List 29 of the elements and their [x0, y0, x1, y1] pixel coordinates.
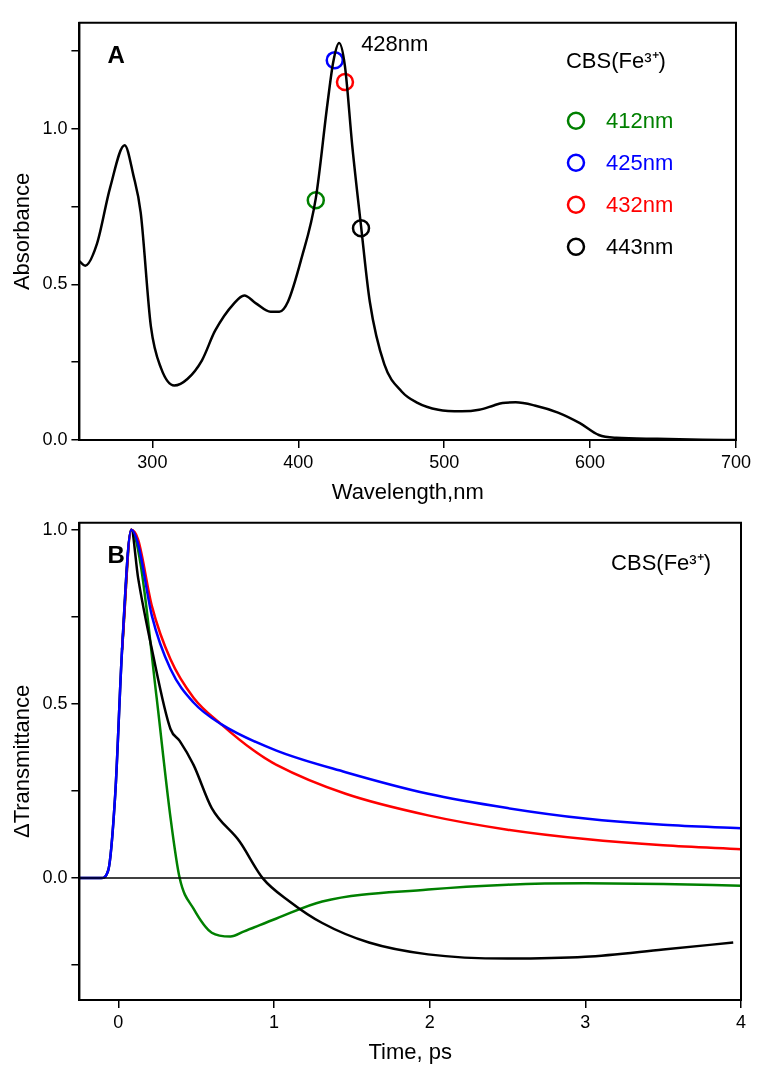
legend-label: 412nm [605, 107, 674, 133]
x-tick-label: 2 [424, 1011, 435, 1032]
x-tick-label: 300 [137, 451, 168, 472]
y-tick-label: 1.0 [42, 117, 68, 138]
x-axis-title: Time, ps [368, 1038, 452, 1064]
annotation: CBS(Fe³⁺) [611, 549, 711, 575]
y-tick-label: 0.5 [42, 692, 68, 713]
x-tick-label: 4 [735, 1011, 747, 1032]
y-tick-label: 0.5 [42, 273, 68, 294]
y-axis-title: ΔTransmittance [9, 684, 35, 839]
x-axis-title: Wavelength,nm [331, 478, 484, 504]
x-tick-label: 700 [720, 451, 752, 472]
text: A [107, 41, 125, 69]
y-tick-label: 0.0 [42, 867, 68, 888]
x-tick-label: 1 [269, 1011, 280, 1032]
text: B [107, 541, 125, 569]
y-tick-label: 0.0 [42, 428, 68, 449]
x-tick-label: 500 [429, 451, 460, 472]
x-tick-label: 0 [113, 1011, 124, 1032]
x-tick-label: 400 [283, 451, 314, 472]
y-axis-title: Absorbance [9, 172, 35, 291]
annotation: 428nm [361, 30, 429, 56]
legend-title: CBS(Fe³⁺) [565, 47, 666, 73]
y-tick-label: 1.0 [42, 518, 68, 539]
x-tick-label: 600 [575, 451, 606, 472]
legend-label: 425nm [605, 149, 674, 175]
legend-label: 432nm [605, 191, 674, 217]
legend-label: 443nm [605, 233, 674, 259]
x-tick-label: 3 [580, 1011, 591, 1032]
